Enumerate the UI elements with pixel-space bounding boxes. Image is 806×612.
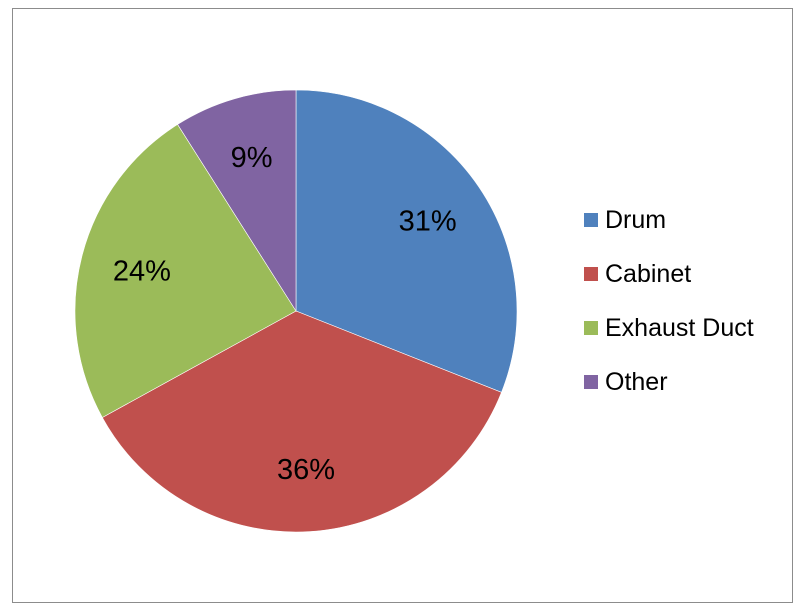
- pie-slice-exhaust-duct: [74, 123, 297, 418]
- legend-item-cabinet: Cabinet: [584, 258, 799, 290]
- legend-label-drum: Drum: [605, 205, 667, 234]
- legend-item-drum: Drum: [584, 204, 799, 236]
- legend-swatch-other: [584, 375, 598, 389]
- data-label-drum: 31%: [399, 206, 457, 238]
- legend-label-other: Other: [605, 367, 668, 396]
- legend-swatch-exhaust-duct: [584, 321, 598, 335]
- legend-label-exhaust-duct: Exhaust Duct: [605, 313, 754, 342]
- pie-slice-other: [177, 89, 297, 313]
- legend: Drum Cabinet Exhaust Duct Other: [584, 204, 799, 420]
- legend-swatch-drum: [584, 213, 598, 227]
- pie-slice-cabinet: [101, 310, 502, 533]
- data-label-other: 9%: [231, 142, 273, 174]
- legend-item-exhaust-duct: Exhaust Duct: [584, 312, 799, 344]
- legend-swatch-cabinet: [584, 267, 598, 281]
- data-label-cabinet: 36%: [277, 454, 335, 486]
- pie-slice-drum: [295, 89, 518, 393]
- legend-label-cabinet: Cabinet: [605, 259, 692, 288]
- legend-item-other: Other: [584, 366, 799, 398]
- data-label-exhaust-duct: 24%: [113, 255, 171, 287]
